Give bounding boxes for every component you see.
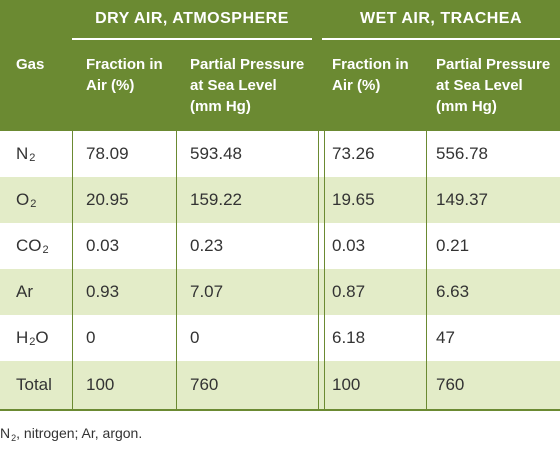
gas-cell: Total (16, 361, 52, 409)
gas-symbol: O (16, 190, 30, 209)
column-header-gas-label: Gas (16, 56, 45, 73)
wet-fraction-cell: 73.26 (332, 144, 375, 163)
group-underline-wet (322, 38, 560, 40)
column-header-line: Partial Pressure (190, 56, 305, 73)
gas-cell: Ar (16, 269, 33, 315)
group-header-wet-air: WET AIR, TRACHEA (359, 10, 523, 27)
footnote-text: , nitrogen; Ar, argon. (16, 425, 143, 441)
dry-pressure-cell: 159.22 (190, 190, 242, 209)
column-divider (426, 131, 427, 410)
table-row: Ar 0.93 7.07 0.87 6.63 (0, 269, 560, 315)
column-divider (72, 131, 73, 410)
table-footnote: N2, nitrogen; Ar, argon. (0, 425, 143, 443)
table-header: DRY AIR, ATMOSPHERE WET AIR, TRACHEA Gas… (0, 0, 560, 131)
gas-subscript: 2 (42, 244, 49, 256)
dry-fraction-cell: 0.93 (86, 282, 120, 301)
column-header-line: (mm Hg) (190, 98, 251, 115)
dry-pressure-cell: 0 (190, 328, 200, 347)
column-header-dry-fraction: Fraction in Air (%) (86, 54, 186, 96)
dry-fraction-cell: 20.95 (86, 190, 129, 209)
column-divider (176, 131, 177, 410)
total-label: Total (16, 375, 52, 394)
column-header-line: Air (%) (86, 77, 135, 94)
gas-symbol: Ar (16, 282, 33, 301)
wet-pressure-cell: 149.37 (436, 190, 488, 209)
wet-pressure-cell: 556.78 (436, 144, 488, 163)
column-header-line: Partial Pressure (436, 56, 551, 73)
column-header-line: at Sea Level (190, 77, 277, 94)
gas-subscript: 2 (29, 152, 36, 164)
column-header-line: (mm Hg) (436, 98, 497, 115)
gas-symbol: N (16, 144, 29, 163)
gas-symbol: CO (16, 236, 42, 255)
gas-cell: CO 2 (16, 223, 49, 269)
dry-pressure-cell: 7.07 (190, 282, 224, 301)
column-divider (318, 131, 319, 410)
wet-fraction-cell: 0.87 (332, 282, 366, 301)
footnote-subscript: 2 (11, 433, 17, 443)
column-header-line: Fraction in (86, 56, 163, 73)
dry-fraction-cell: 0.03 (86, 236, 120, 255)
dry-pressure-cell: 760 (190, 375, 219, 394)
dry-fraction-cell: 100 (86, 375, 115, 394)
gas-symbol-tail: O (35, 328, 49, 347)
column-divider (324, 131, 325, 410)
dry-fraction-cell: 78.09 (86, 144, 129, 163)
column-header-line: Fraction in (332, 56, 409, 73)
wet-pressure-cell: 47 (436, 328, 455, 347)
wet-fraction-cell: 19.65 (332, 190, 375, 209)
gas-subscript: 2 (29, 336, 36, 348)
gas-symbol: H (16, 328, 29, 347)
column-header-wet-fraction: Fraction in Air (%) (332, 54, 432, 96)
group-header-dry-air: DRY AIR, ATMOSPHERE (95, 10, 289, 27)
wet-pressure-cell: 0.21 (436, 236, 470, 255)
footnote-text: N (0, 425, 11, 441)
group-underline-dry (72, 38, 312, 40)
gas-subscript: 2 (30, 198, 37, 210)
wet-fraction-cell: 100 (332, 375, 361, 394)
gas-composition-table: DRY AIR, ATMOSPHERE WET AIR, TRACHEA Gas… (0, 0, 560, 411)
dry-pressure-cell: 593.48 (190, 144, 242, 163)
table-bottom-border (0, 409, 560, 411)
column-header-wet-pressure: Partial Pressure at Sea Level (mm Hg) (436, 54, 560, 117)
column-header-line: Air (%) (332, 77, 381, 94)
wet-pressure-cell: 760 (436, 375, 465, 394)
dry-pressure-cell: 0.23 (190, 236, 224, 255)
dry-fraction-cell: 0 (86, 328, 96, 347)
wet-fraction-cell: 6.18 (332, 328, 366, 347)
wet-fraction-cell: 0.03 (332, 236, 366, 255)
column-header-line: at Sea Level (436, 77, 523, 94)
table-row-total: Total 100 760 100 760 (0, 361, 560, 409)
table-row: CO 2 0.03 0.23 0.03 0.21 (0, 223, 560, 269)
column-header-gas: Gas (16, 54, 44, 75)
column-header-dry-pressure: Partial Pressure at Sea Level (mm Hg) (190, 54, 320, 117)
wet-pressure-cell: 6.63 (436, 282, 470, 301)
